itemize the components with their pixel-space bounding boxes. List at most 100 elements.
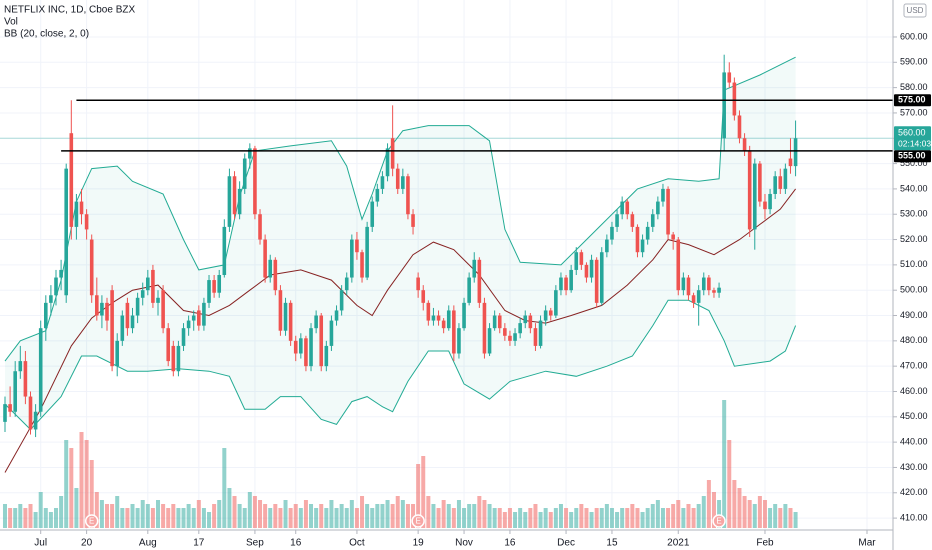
y-tick-label: 460.00 xyxy=(900,386,928,396)
volume-bar xyxy=(594,508,599,528)
candle-body xyxy=(339,290,344,311)
volume-bar xyxy=(681,508,686,528)
candle-body xyxy=(242,158,247,189)
hline-label: 575.00 xyxy=(898,95,926,105)
volume-bar xyxy=(441,500,446,528)
volume-bar xyxy=(23,508,28,528)
candle-body xyxy=(23,361,28,397)
candle-body xyxy=(49,295,53,303)
candle-body xyxy=(416,277,420,291)
candle-body xyxy=(217,275,222,293)
candle-body xyxy=(227,176,232,227)
y-tick-label: 520.00 xyxy=(900,234,928,244)
earnings-label: E xyxy=(716,517,721,526)
volume-bar xyxy=(191,508,196,528)
volume-bar xyxy=(125,508,130,528)
candle-body xyxy=(538,320,543,346)
candle-body xyxy=(625,201,630,215)
volume-bar xyxy=(533,504,538,528)
volume-bar xyxy=(625,508,630,528)
volume-bar xyxy=(115,496,120,528)
volume-bar xyxy=(237,504,242,528)
candle-body xyxy=(360,252,364,278)
candle-body xyxy=(650,214,655,227)
candle-body xyxy=(176,345,181,372)
candle-body xyxy=(38,328,43,412)
volume-bar xyxy=(676,500,681,528)
x-tick-label: 2021 xyxy=(667,538,690,549)
x-tick-label: Aug xyxy=(139,538,157,549)
y-tick-label: 510.00 xyxy=(900,259,928,269)
candle-body xyxy=(110,290,114,367)
candle-body xyxy=(365,226,369,278)
volume-bar xyxy=(558,504,563,528)
candle-body xyxy=(778,176,783,189)
volume-bar xyxy=(232,496,237,528)
candle-body xyxy=(656,201,660,215)
volume-bar xyxy=(762,500,767,528)
hline-tag xyxy=(894,94,931,107)
volume-bar xyxy=(303,500,308,528)
volume-bar xyxy=(472,504,477,528)
volume-bar xyxy=(482,500,487,528)
candle-body xyxy=(452,310,456,354)
currency[interactable]: USD xyxy=(907,6,924,15)
volume-bar xyxy=(742,496,747,528)
candle-body xyxy=(166,328,171,362)
x-tick-label: Sep xyxy=(246,538,264,549)
volume-bar xyxy=(99,500,104,528)
candle-body xyxy=(207,280,211,303)
candle-body xyxy=(773,176,777,194)
x-tick-label: 16 xyxy=(504,538,516,549)
candle-body xyxy=(763,201,767,210)
candle-body xyxy=(666,188,670,235)
candle-body xyxy=(125,302,130,329)
volume-bar xyxy=(43,508,48,528)
volume-bar xyxy=(553,508,558,528)
candle-body xyxy=(640,239,645,253)
volume-bar xyxy=(176,508,181,528)
candle-body xyxy=(350,239,354,278)
volume-bar xyxy=(349,500,354,528)
candle-body xyxy=(548,310,553,316)
candle-body xyxy=(151,269,155,303)
volume-bar xyxy=(2,504,7,528)
volume-bar xyxy=(360,496,365,528)
candle-body xyxy=(44,302,48,329)
volume-bar xyxy=(227,488,232,528)
candle-body xyxy=(441,320,446,329)
currency-box[interactable] xyxy=(903,3,927,18)
candle-body xyxy=(467,277,471,303)
candle-body xyxy=(518,323,522,334)
volume-bar xyxy=(757,496,762,528)
volume-bar xyxy=(18,504,23,528)
candle-body xyxy=(579,252,584,265)
candle-body xyxy=(263,239,267,278)
volume-bar xyxy=(752,504,757,528)
candle-body xyxy=(584,264,589,278)
volume-bar xyxy=(166,508,171,528)
candle-body xyxy=(554,290,558,316)
candle-body xyxy=(681,277,686,291)
volume-bar xyxy=(181,508,186,528)
candle-body xyxy=(54,277,58,296)
volume-bar xyxy=(589,512,594,528)
candle-body xyxy=(74,201,79,227)
candle-body xyxy=(69,133,74,227)
volume-bar xyxy=(120,508,125,528)
volume-bar xyxy=(156,500,161,528)
volume-bar xyxy=(773,504,778,528)
volume-bar xyxy=(13,508,18,528)
candle-body xyxy=(324,345,329,367)
candle-body xyxy=(385,148,390,177)
volume-bar xyxy=(650,504,655,528)
candle-body xyxy=(594,259,599,303)
candle-body xyxy=(222,226,227,276)
volume-bar xyxy=(59,496,64,528)
candle-body xyxy=(645,226,650,240)
volume-bar xyxy=(375,504,380,528)
candle-body xyxy=(401,176,405,189)
candle-body xyxy=(661,188,665,202)
volume-bar xyxy=(574,508,579,528)
